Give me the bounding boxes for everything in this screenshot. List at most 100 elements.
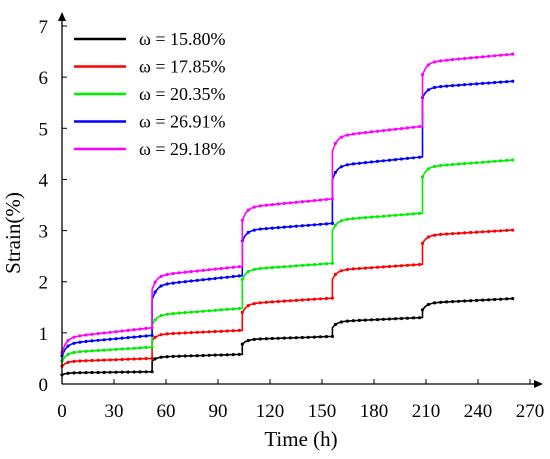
data-point — [493, 297, 497, 302]
data-point — [306, 223, 310, 227]
data-point — [183, 311, 187, 315]
data-point — [126, 347, 130, 351]
legend-label: ω = 17.85% — [139, 57, 226, 77]
data-point — [493, 54, 497, 58]
data-point — [177, 280, 181, 284]
data-point — [433, 164, 437, 169]
data-point — [150, 333, 154, 337]
series-2 — [60, 228, 515, 368]
data-point — [451, 162, 455, 167]
data-point — [177, 311, 181, 315]
data-point — [324, 262, 328, 266]
data-point — [84, 349, 88, 353]
data-point — [451, 84, 455, 88]
data-point — [426, 302, 431, 307]
data-point — [78, 359, 82, 363]
data-point — [201, 268, 205, 272]
data-point — [312, 263, 316, 267]
x-tick-label: 210 — [412, 401, 441, 422]
data-point — [330, 197, 334, 201]
data-point — [258, 337, 262, 341]
data-point — [499, 297, 503, 301]
data-point — [144, 370, 148, 374]
data-point — [363, 216, 367, 220]
data-point — [219, 353, 223, 357]
data-point — [345, 133, 349, 137]
data-point — [363, 318, 367, 322]
data-point — [72, 371, 76, 375]
data-point — [375, 129, 380, 133]
data-point — [505, 228, 509, 232]
data-point — [426, 167, 431, 171]
data-point — [207, 309, 211, 313]
data-point — [90, 349, 94, 353]
data-point — [126, 336, 130, 340]
data-point — [457, 162, 461, 166]
data-point — [369, 160, 374, 164]
data-point — [72, 335, 76, 339]
y-tick-label: 7 — [39, 17, 49, 38]
data-point — [487, 160, 491, 164]
data-point — [90, 370, 94, 375]
data-point — [270, 336, 274, 341]
data-point — [78, 350, 82, 354]
data-point — [294, 224, 298, 228]
data-point — [357, 266, 361, 271]
series-layer — [60, 52, 515, 377]
data-point — [240, 342, 244, 346]
data-point — [276, 299, 280, 304]
data-point — [258, 266, 262, 271]
data-point — [351, 132, 355, 136]
data-point — [231, 265, 235, 269]
data-point — [300, 200, 304, 204]
data-point — [330, 261, 334, 265]
data-point — [369, 318, 374, 322]
data-point — [333, 223, 337, 227]
data-point — [264, 203, 268, 207]
data-point — [339, 135, 343, 139]
data-point — [165, 355, 169, 359]
data-point — [357, 318, 361, 322]
data-point — [387, 264, 392, 269]
data-point — [333, 322, 337, 327]
data-point — [499, 53, 503, 57]
data-point — [72, 350, 76, 355]
data-point — [252, 337, 256, 341]
x-axis-arrow — [534, 380, 543, 388]
data-point — [171, 281, 175, 285]
data-point — [282, 299, 286, 303]
data-point — [195, 354, 199, 358]
data-point — [114, 347, 118, 351]
data-point — [306, 199, 310, 203]
data-point — [219, 308, 223, 312]
data-point — [252, 228, 256, 232]
data-point — [282, 201, 286, 205]
data-point — [345, 319, 349, 323]
data-point — [264, 227, 268, 231]
data-point — [246, 230, 250, 235]
data-point — [183, 270, 187, 274]
data-point — [231, 353, 235, 357]
y-axis-arrow — [58, 12, 66, 21]
data-point — [252, 267, 256, 271]
data-point — [132, 346, 136, 350]
data-point — [159, 274, 163, 278]
data-point — [144, 326, 148, 330]
y-tick-label: 1 — [39, 324, 49, 345]
data-point — [159, 355, 163, 359]
data-point — [300, 224, 304, 228]
data-point — [171, 271, 175, 276]
data-point — [78, 340, 82, 344]
series-line — [61, 53, 513, 353]
data-point — [237, 328, 241, 332]
data-point — [475, 230, 479, 234]
data-point — [487, 81, 491, 85]
data-point — [264, 266, 268, 270]
data-point — [439, 59, 443, 63]
data-point — [363, 266, 367, 270]
data-point — [288, 264, 292, 268]
data-point — [225, 275, 229, 279]
data-point — [357, 161, 361, 165]
data-point — [207, 277, 211, 281]
data-point — [387, 214, 392, 218]
